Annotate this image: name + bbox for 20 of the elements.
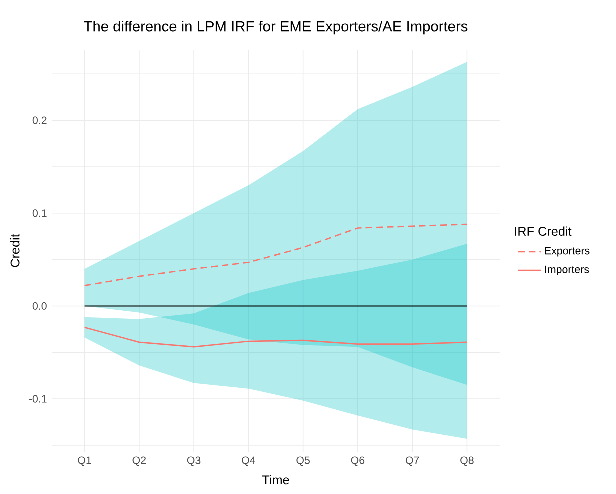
x-tick-label: Q3 <box>187 456 201 466</box>
x-tick-label: Q5 <box>296 456 310 466</box>
chart-title: The difference in LPM IRF for EME Exporters/AE Importers <box>84 20 468 35</box>
x-axis-title: Time <box>262 475 290 485</box>
legend-label: Importers <box>545 266 590 276</box>
y-tick-label: 0.0 <box>32 302 47 310</box>
legend-title: IRF Credit <box>515 226 572 236</box>
y-tick-label: -0.1 <box>29 395 47 403</box>
line-series <box>84 326 468 348</box>
legend-label: Exporters <box>545 247 590 257</box>
y-axis-title: Credit <box>10 234 20 268</box>
x-tick-label: Q4 <box>242 456 256 466</box>
y-tick-label: 0.2 <box>32 116 47 124</box>
x-tick-label: Q1 <box>78 456 92 466</box>
line-series <box>84 224 468 286</box>
x-tick-label: Q6 <box>351 456 365 466</box>
x-tick-label: Q2 <box>132 456 146 466</box>
x-tick-label: Q7 <box>406 456 420 466</box>
y-tick-label: 0.1 <box>32 210 47 218</box>
x-tick-label: Q8 <box>460 456 474 466</box>
